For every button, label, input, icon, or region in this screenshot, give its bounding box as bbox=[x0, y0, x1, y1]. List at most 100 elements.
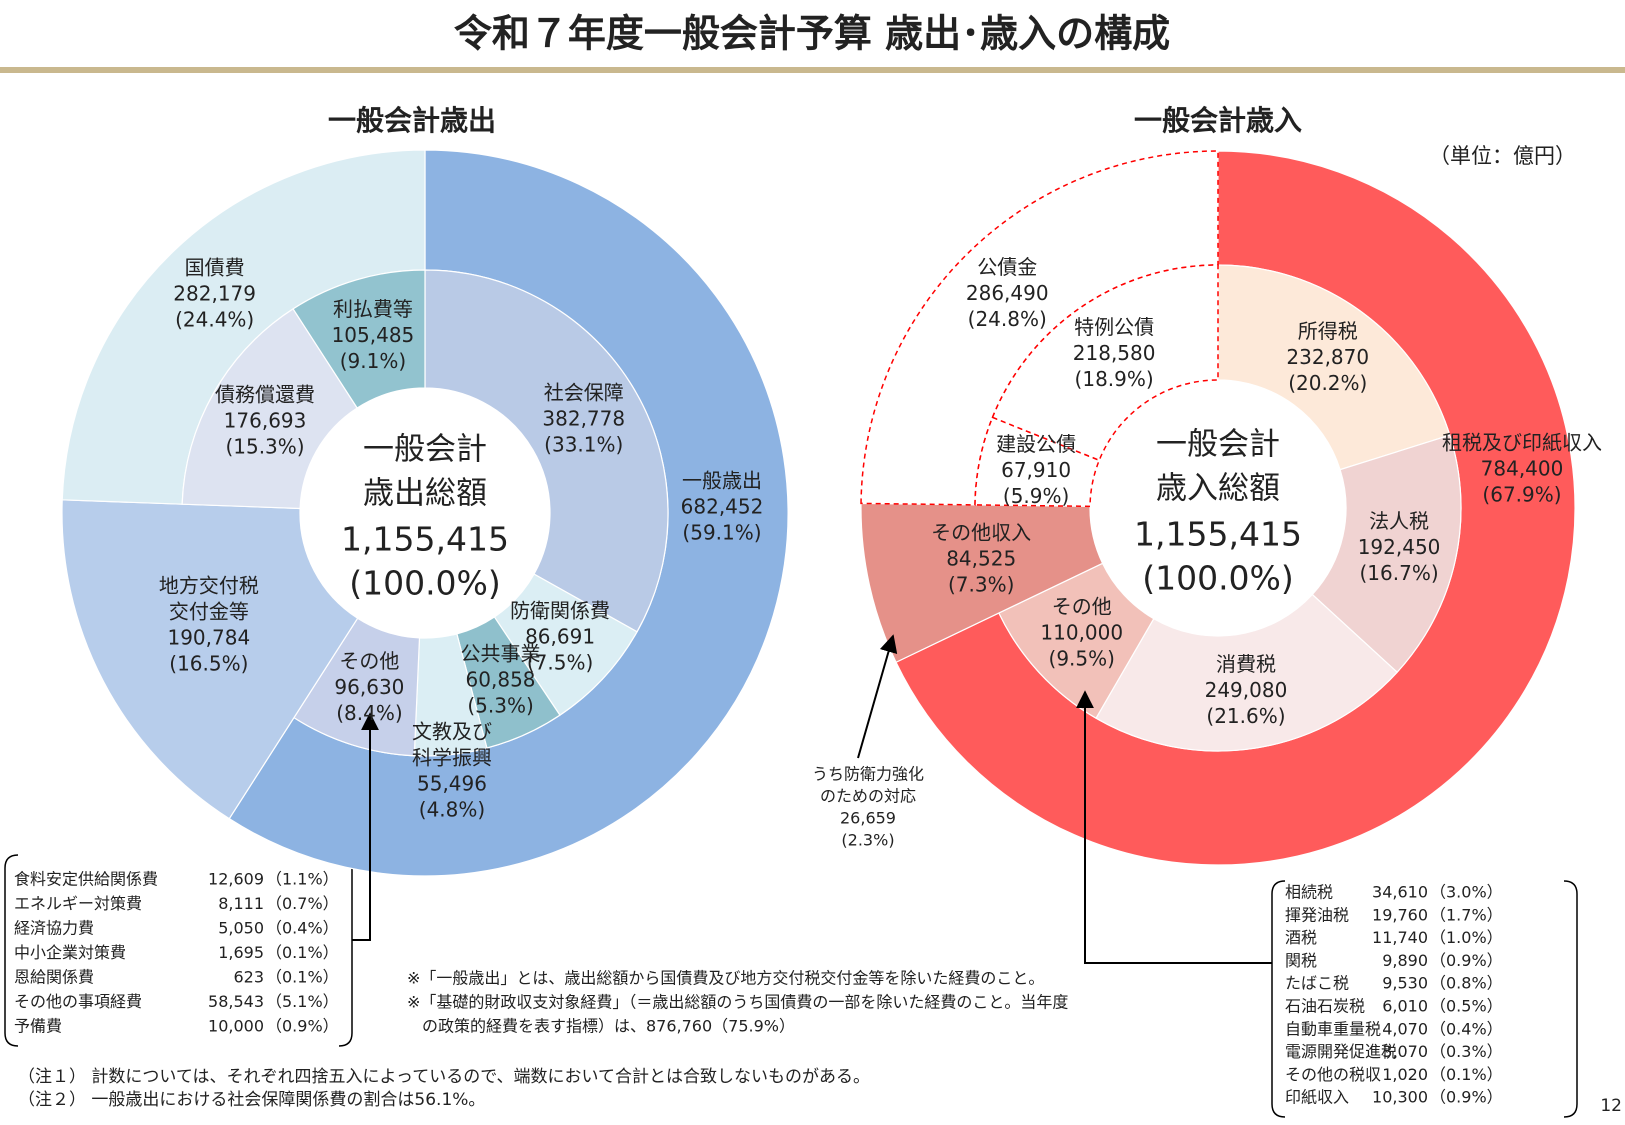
breakdown-name: 石油石炭税 bbox=[1285, 997, 1365, 1016]
chart-title: 一般会計歳出 bbox=[328, 104, 496, 137]
segment bbox=[1311, 434, 1462, 674]
segment-label: 682,452 bbox=[681, 495, 764, 519]
segment-label: 286,490 bbox=[966, 281, 1049, 305]
segment-label: 社会保障 bbox=[544, 380, 624, 404]
breakdown-share: （0.1%） bbox=[266, 968, 339, 987]
breakdown-value: 58,543 bbox=[208, 992, 264, 1011]
center-hole bbox=[1091, 381, 1345, 635]
bracket bbox=[1271, 880, 1578, 1118]
segment-label: 176,693 bbox=[224, 409, 307, 433]
breakdown-value: 623 bbox=[233, 968, 264, 987]
segment-label: (24.4%) bbox=[175, 307, 254, 331]
segment-label: 218,580 bbox=[1073, 341, 1156, 365]
definition-note: の政策的経費を表す指標）は、876,760（75.9%） bbox=[422, 1017, 795, 1036]
breakdown-share: （0.7%） bbox=[266, 894, 339, 913]
breakdown-share: （1.1%） bbox=[266, 870, 339, 889]
breakdown-value: 34,610 bbox=[1372, 883, 1428, 902]
segment-label: その他収入 bbox=[931, 521, 1031, 545]
segment bbox=[292, 269, 426, 409]
annotation: 26,659 bbox=[840, 809, 896, 828]
segment-label: 232,870 bbox=[1286, 345, 1369, 369]
breakdown-share: （0.3%） bbox=[1430, 1042, 1503, 1061]
breakdown-value: 8,111 bbox=[218, 894, 264, 913]
breakdown-share: （0.1%） bbox=[266, 943, 339, 962]
segment-label: 一般歳出 bbox=[682, 469, 762, 493]
segment bbox=[991, 264, 1219, 462]
segment-label: 建設公債 bbox=[996, 432, 1076, 456]
segment-label: 105,485 bbox=[332, 323, 415, 347]
segment bbox=[1217, 264, 1451, 471]
segment-label: 84,525 bbox=[946, 547, 1016, 571]
segment-label: 192,450 bbox=[1358, 535, 1441, 559]
segment-label: 96,630 bbox=[334, 675, 404, 699]
segment-label: 公債金 bbox=[977, 255, 1037, 279]
annotation: のための対応 bbox=[820, 787, 916, 806]
segment bbox=[1095, 593, 1398, 752]
segment-label: 382,778 bbox=[542, 406, 625, 430]
breakdown-name: たばこ税 bbox=[1285, 974, 1349, 993]
arrow bbox=[857, 634, 898, 759]
breakdown-name: 自動車重量税 bbox=[1285, 1019, 1381, 1038]
segment-label: 86,691 bbox=[525, 624, 595, 648]
breakdown-name: 恩給関係費 bbox=[14, 968, 94, 987]
segment-label: (59.1%) bbox=[682, 521, 761, 545]
definition-note: ※「基礎的財政収支対象経費」（＝歳出総額のうち国債費の一部を除いた経費のこと。当… bbox=[407, 993, 1068, 1012]
breakdown-name: 予備費 bbox=[14, 1017, 62, 1036]
segment-label: 特例公債 bbox=[1074, 315, 1154, 339]
segment-label: 利払費等 bbox=[333, 297, 413, 321]
segment-label: 282,179 bbox=[173, 281, 256, 305]
segment-label: (4.8%) bbox=[419, 798, 485, 822]
segment-label: (7.3%) bbox=[948, 573, 1014, 597]
segment-label: 67,910 bbox=[1001, 458, 1071, 482]
breakdown-share: （0.4%） bbox=[266, 919, 339, 938]
segment-label: (16.7%) bbox=[1360, 561, 1439, 585]
center-title: 一般会計 bbox=[363, 432, 487, 468]
segment-label: (33.1%) bbox=[544, 432, 623, 456]
annotation: うち防衛力強化 bbox=[812, 765, 924, 784]
title-rule bbox=[0, 67, 1625, 73]
breakdown-share: （0.4%） bbox=[1430, 1019, 1503, 1038]
segment-label: 60,858 bbox=[466, 667, 536, 691]
page-number: 12 bbox=[1600, 1096, 1622, 1116]
breakdown-value: 12,609 bbox=[208, 870, 264, 889]
segment-label: 55,496 bbox=[417, 772, 487, 796]
segment-label: 科学振興 bbox=[412, 746, 492, 770]
breakdown-name: 印紙収入 bbox=[1285, 1088, 1349, 1107]
segment-label: (5.9%) bbox=[1003, 484, 1069, 508]
segment-label: (9.1%) bbox=[340, 349, 406, 373]
footnote: （注１） 計数については、それぞれ四捨五入によっているので、端数において合計とは… bbox=[18, 1067, 870, 1087]
breakdown-name: 揮発油税 bbox=[1285, 905, 1349, 924]
center-hole bbox=[301, 389, 549, 637]
breakdown-value: 6,010 bbox=[1382, 997, 1428, 1016]
breakdown-share: （0.1%） bbox=[1430, 1065, 1503, 1084]
center-title: 歳入総額 bbox=[1156, 471, 1280, 507]
segment-label: 消費税 bbox=[1216, 652, 1276, 676]
unit-label: （単位：億円） bbox=[1429, 144, 1576, 168]
segment-label: 交付金等 bbox=[169, 600, 249, 624]
breakdown-value: 1,020 bbox=[1382, 1065, 1428, 1084]
segment-label: (20.2%) bbox=[1288, 371, 1367, 395]
breakdown-share: （0.9%） bbox=[1430, 951, 1503, 970]
segment-label: 租税及び印紙収入 bbox=[1442, 431, 1602, 455]
segment-label: (21.6%) bbox=[1206, 704, 1285, 728]
page-title: 令和７年度一般会計予算 歳出･歳入の構成 bbox=[454, 12, 1170, 56]
segment-label: (16.5%) bbox=[169, 652, 248, 676]
segment-label: 国債費 bbox=[185, 255, 245, 279]
charts bbox=[61, 149, 1576, 877]
segment-label: 110,000 bbox=[1040, 620, 1123, 644]
breakdown-value: 1,695 bbox=[218, 943, 264, 962]
breakdown-share: （5.1%） bbox=[266, 992, 339, 1011]
breakdown-share: （3.0%） bbox=[1430, 883, 1503, 902]
segment-label: (24.8%) bbox=[968, 307, 1047, 331]
arrow bbox=[1076, 690, 1272, 964]
breakdown-value: 10,000 bbox=[208, 1017, 264, 1036]
segment bbox=[181, 308, 358, 510]
breakdown-name: エネルギー対策費 bbox=[14, 894, 142, 913]
breakdown-value: 4,070 bbox=[1382, 1019, 1428, 1038]
segment-label: その他 bbox=[1052, 594, 1112, 618]
breakdown-value: 11,740 bbox=[1372, 928, 1428, 947]
breakdown-name: 中小企業対策費 bbox=[14, 943, 126, 962]
breakdown-value: 9,890 bbox=[1382, 951, 1428, 970]
